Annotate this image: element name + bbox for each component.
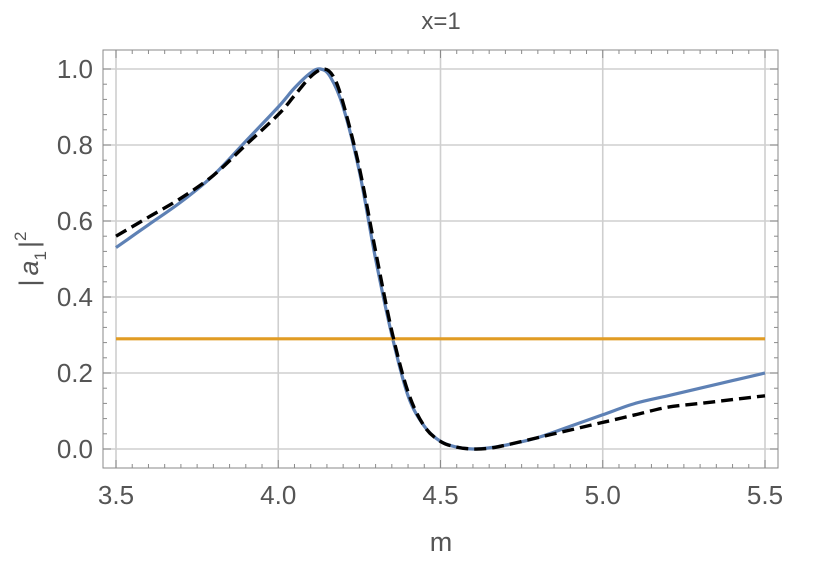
y-axis-label: |a1|2 (11, 232, 50, 287)
grid (103, 50, 778, 468)
y-tick-label: 0.4 (57, 282, 93, 312)
x-tick-label: 4.5 (422, 480, 458, 510)
y-tick-label: 0.2 (57, 358, 93, 388)
minor-ticks (103, 50, 778, 468)
x-axis-label: m (430, 527, 453, 557)
x-tick-label: 5.0 (585, 480, 621, 510)
x-tick-label: 3.5 (98, 480, 134, 510)
x-tick-label: 4.0 (260, 480, 296, 510)
series-line-dashed (115, 67, 766, 451)
y-tick-label: 0.0 (57, 434, 93, 464)
tick-labels: 3.5 4.0 4.5 5.0 5.5 0.0 0.2 0.4 0.6 0.8 1.0 (57, 54, 783, 510)
y-tick-label: 0.6 (57, 206, 93, 236)
y-tick-label: 1.0 (57, 54, 93, 84)
y-tick-label: 0.8 (57, 130, 93, 160)
series-layer (115, 67, 766, 451)
chart-title: x=1 (421, 8, 460, 35)
x-tick-label: 5.5 (747, 480, 783, 510)
